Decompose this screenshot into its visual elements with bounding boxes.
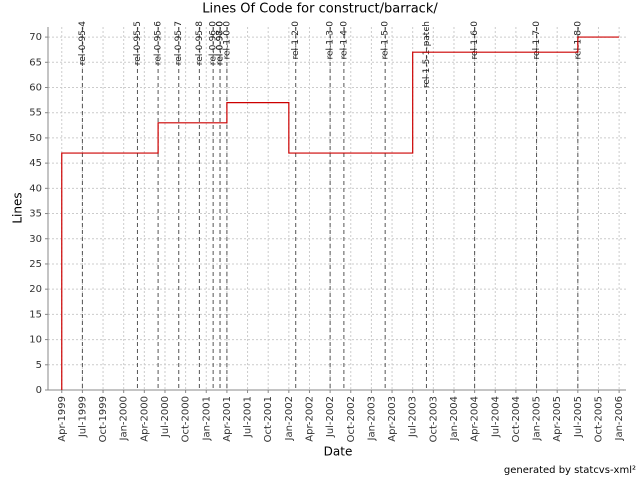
plot-area: [48, 27, 626, 390]
y-tick-label: 0: [36, 385, 42, 396]
x-tick-label: Jul-2000: [160, 396, 171, 438]
x-tick-label: Jan-2004: [449, 396, 460, 441]
tag-label: rel-1-4-0: [339, 21, 349, 60]
x-axis-label: Date: [324, 445, 353, 459]
x-tick-label: Jan-2005: [532, 396, 543, 441]
x-tick-label: Apr-2001: [222, 396, 233, 442]
y-tick-label: 15: [29, 309, 42, 320]
x-tick-label: Jan-2001: [201, 396, 212, 441]
y-tick-label: 10: [29, 335, 42, 346]
tag-label: rel-0-95-5: [133, 21, 143, 65]
x-tick-label: Oct-2003: [428, 396, 439, 442]
x-tick-label: Jan-2002: [284, 396, 295, 441]
chart-title: Lines Of Code for construct/barrack/: [202, 2, 438, 17]
y-tick-label: 50: [29, 133, 42, 144]
x-tick-label: Oct-2002: [346, 396, 357, 442]
x-tick-label: Jul-2001: [243, 396, 254, 438]
x-tick-label: Jul-2003: [408, 396, 419, 438]
x-tick-label: Jul-2002: [325, 396, 336, 438]
tag-label: rel-1-5-1-patch: [422, 21, 432, 88]
x-tick-label: Oct-2004: [511, 396, 522, 442]
y-tick-label: 35: [29, 209, 42, 220]
tag-label: rel-1-5-0: [381, 21, 391, 60]
x-tick-label: Apr-1999: [57, 396, 68, 442]
y-tick-label: 40: [29, 183, 42, 194]
x-tick-label: Apr-2004: [470, 396, 481, 442]
y-tick-label: 45: [29, 158, 42, 169]
x-tick-label: Jan-2006: [614, 396, 625, 441]
y-tick-label: 5: [36, 360, 42, 371]
tag-label: rel-0-95-8: [195, 21, 205, 65]
x-tick-label: Apr-2003: [387, 396, 398, 442]
x-tick-label: Jul-1999: [77, 396, 88, 438]
x-tick-label: Jan-2003: [366, 396, 377, 441]
data-line: [61, 36, 620, 390]
y-tick-label: 60: [29, 83, 42, 94]
footer: generated by statcvs-xml²: [504, 465, 636, 476]
tag-label: rel-1-2-0: [291, 21, 301, 60]
x-tick-label: Oct-2000: [181, 396, 192, 442]
y-tick-label: 70: [29, 32, 42, 43]
tag-label: rel-1-7-0: [532, 21, 542, 60]
x-tick-label: Apr-2005: [552, 396, 563, 442]
tag-label: rel-1-0-0: [222, 21, 232, 60]
x-tick-label: Oct-2001: [263, 396, 274, 442]
y-axis-label: Lines: [11, 192, 25, 223]
tag-label: rel-0-95-6: [154, 21, 164, 65]
y-tick-label: 65: [29, 57, 42, 68]
tag-label: rel-1-3-0: [326, 21, 336, 60]
tag-label: rel-0-96-0: [209, 21, 219, 65]
tag-label: rel-0-95-4: [78, 21, 88, 65]
x-tick-label: Oct-1999: [98, 396, 109, 442]
y-tick-label: 20: [29, 284, 42, 295]
x-tick-label: Apr-2002: [304, 396, 315, 442]
x-tick-label: Jan-2000: [119, 396, 130, 441]
tag-label: rel-0-98-0: [216, 21, 226, 65]
x-tick-label: Oct-2005: [593, 396, 604, 442]
y-tick-label: 55: [29, 108, 42, 119]
y-tick-label: 25: [29, 259, 42, 270]
x-tick-label: Apr-2000: [139, 396, 150, 442]
y-tick-label: 30: [29, 234, 42, 245]
tag-label: rel-0-95-7: [174, 21, 184, 65]
x-tick-label: Jul-2004: [490, 396, 501, 438]
tag-label: rel-1-6-0: [470, 21, 480, 60]
x-tick-label: Jul-2005: [573, 396, 584, 438]
